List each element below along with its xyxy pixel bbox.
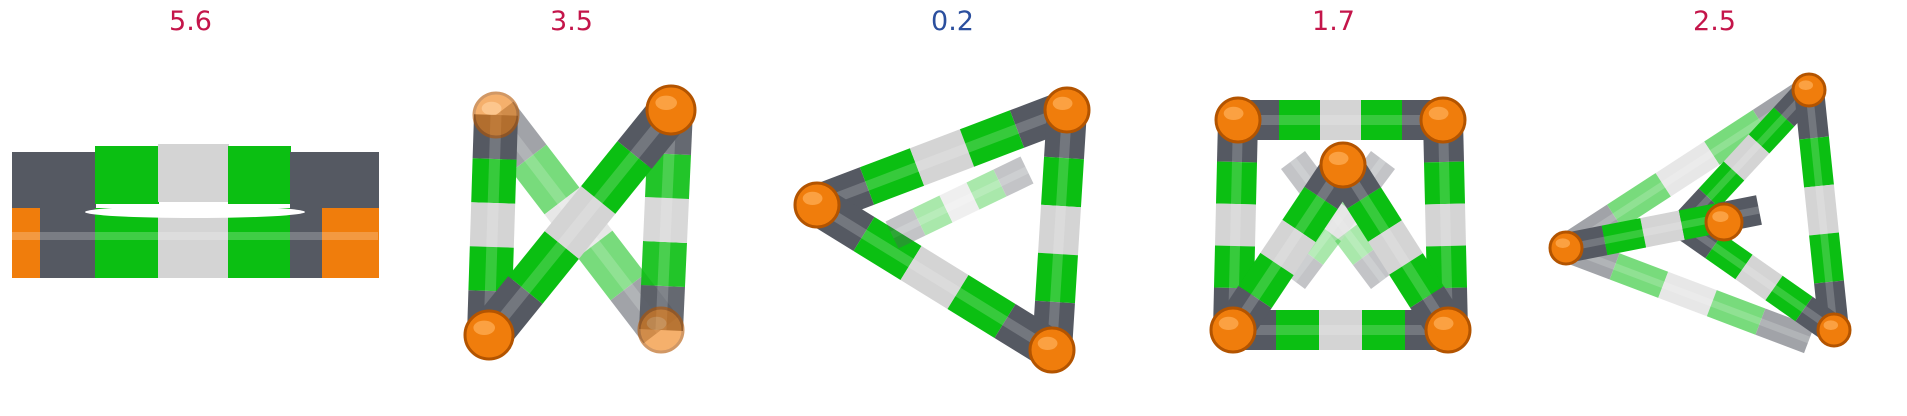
vertex-node (1028, 326, 1076, 374)
triangle-structure-image (793, 86, 1091, 374)
square-cage-structure-image (1209, 96, 1472, 354)
ring-back-band (40, 152, 96, 210)
twisted-loop-structure-image (463, 84, 697, 361)
vertex-node (1816, 312, 1852, 348)
ring-front-band (290, 208, 323, 278)
ring-back-band (12, 152, 41, 210)
vertex-node (472, 91, 520, 139)
tube-segment (809, 91, 1075, 224)
ring-back-band (322, 152, 379, 210)
ring-front-band (12, 208, 41, 278)
panel-twisted-loop: 3.5 (381, 0, 762, 416)
panel-label: 5.6 (169, 6, 212, 37)
ring-hole (85, 206, 305, 218)
panel-label: 3.5 (550, 6, 593, 37)
tube-segment (885, 156, 1034, 249)
panel-square-cage: 1.7 (1143, 0, 1524, 416)
ring-back-band (228, 146, 291, 204)
vertex-node (1043, 86, 1091, 134)
vertex-node (793, 181, 841, 229)
ring-front-band (40, 208, 96, 278)
vertex-node (1209, 306, 1257, 354)
vertex-node (645, 84, 697, 136)
tube-segment (1032, 108, 1087, 352)
ring-front-band (322, 208, 379, 278)
panel-label: 0.2 (931, 6, 974, 37)
ring-front-band (95, 208, 159, 278)
ring-structure-image (12, 144, 379, 278)
ring-front-band (228, 208, 291, 278)
vertex-node (1214, 96, 1262, 144)
vertex-node (1791, 72, 1827, 108)
ring-back-band (158, 144, 229, 202)
vertex-node (1548, 230, 1584, 266)
panel-triangle: 0.2 (762, 0, 1143, 416)
ring-back-band (95, 146, 159, 204)
ring-back-band (290, 152, 323, 210)
panel-tetrahedron: 2.5 (1524, 0, 1905, 416)
panel-label: 2.5 (1693, 6, 1736, 37)
ring-highlight (12, 232, 378, 240)
panel-label: 1.7 (1312, 6, 1355, 37)
vertex-node (1319, 141, 1367, 189)
panel-ring: 5.6 (0, 0, 381, 416)
tube-segment (806, 187, 1063, 368)
vertex-node (1419, 96, 1467, 144)
tube-segment (1794, 88, 1849, 332)
vertex-node (637, 306, 685, 354)
vertex-node (463, 309, 515, 361)
ring-front-band (158, 208, 229, 278)
tetrahedron-structure-image (1548, 72, 1852, 354)
vertex-node (1704, 202, 1744, 242)
vertex-node (1424, 306, 1472, 354)
